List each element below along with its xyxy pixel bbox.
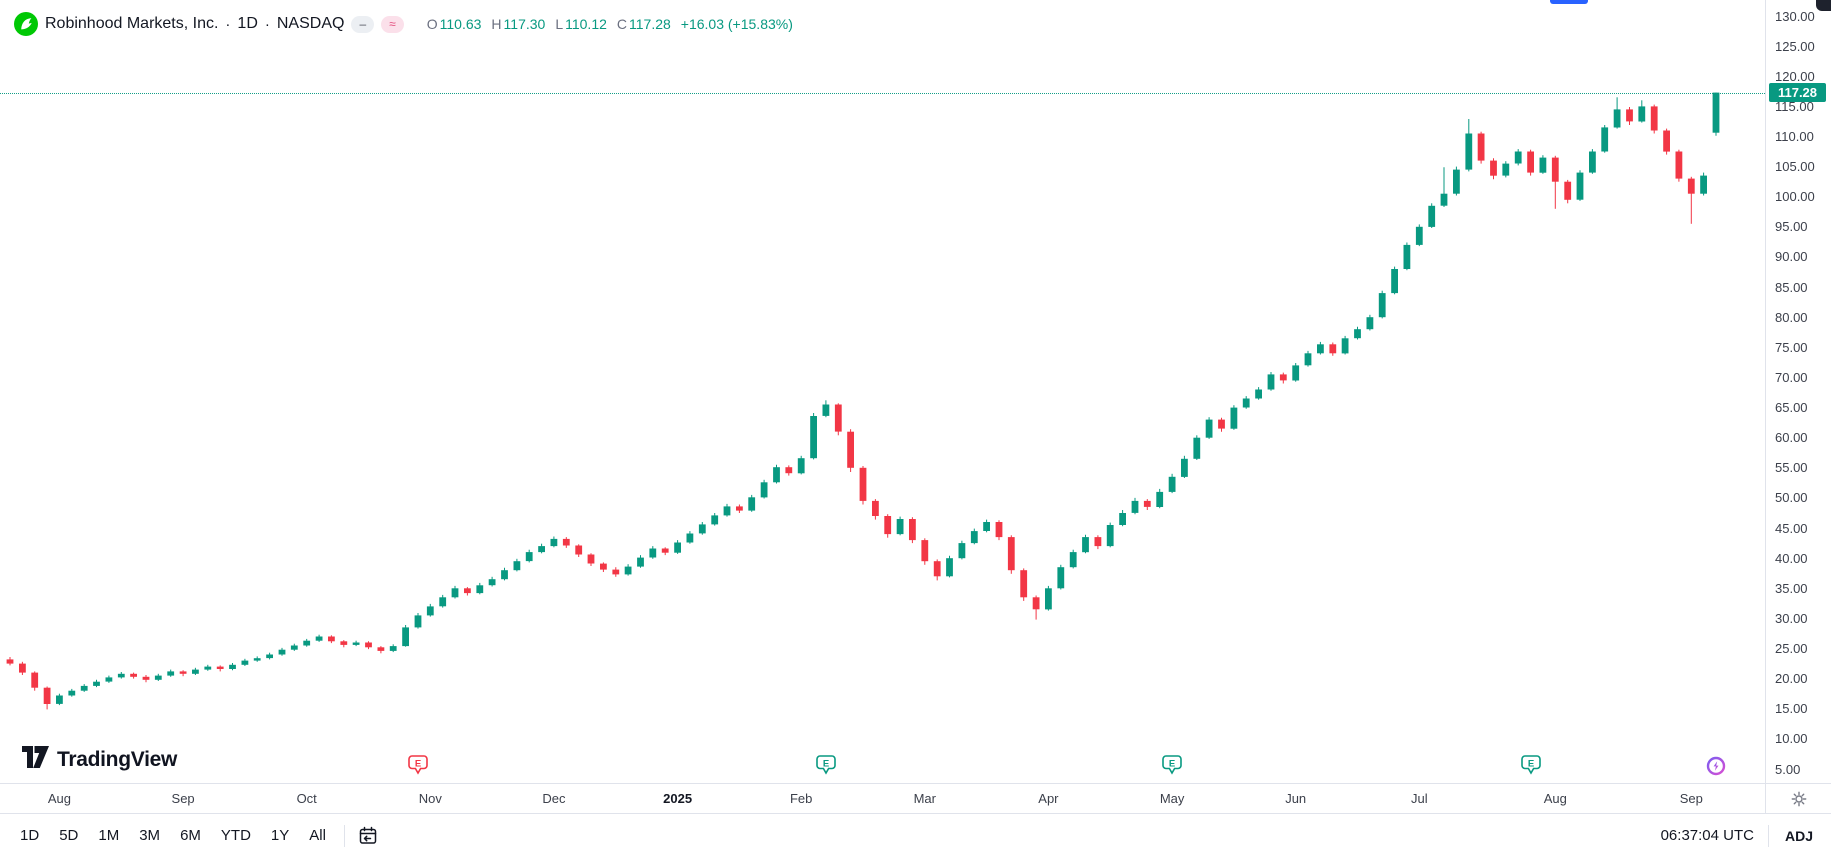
price-axis-label: 90.00 (1775, 249, 1808, 265)
price-axis-label: 70.00 (1775, 369, 1808, 385)
chart-pane[interactable]: Robinhood Markets, Inc. · 1D · NASDAQ – … (0, 0, 1765, 783)
time-axis-label: Sep (1679, 791, 1703, 806)
price-axis-label: 35.00 (1775, 580, 1808, 596)
partial-blue-element (1550, 0, 1588, 4)
events-layer: E E E E (0, 755, 1765, 781)
price-axis-label: 25.00 (1775, 641, 1808, 657)
timeframe-label[interactable]: 1D (237, 15, 258, 32)
time-axis-label: Dec (542, 791, 566, 806)
range-button-1y[interactable]: 1Y (261, 821, 299, 850)
price-axis[interactable]: 117.28 130.00 125.00 120.00 115.00 110.00 105… (1765, 0, 1831, 783)
price-axis-label: 10.00 (1775, 731, 1808, 747)
price-axis-label: 100.00 (1775, 189, 1815, 205)
time-axis-label: Mar (913, 791, 936, 806)
price-axis-label: 30.00 (1775, 610, 1808, 626)
partial-dark-element (1816, 0, 1831, 11)
go-to-date-button[interactable] (353, 821, 383, 851)
range-button-6m[interactable]: 6M (170, 821, 211, 850)
range-button-1m[interactable]: 1M (88, 821, 129, 850)
range-button-all[interactable]: All (299, 821, 336, 850)
change-value: +16.03 (+15.83%) (680, 16, 793, 32)
high-label: H (491, 16, 502, 32)
current-price-line (0, 92, 1765, 94)
toolbar-divider (343, 824, 345, 847)
legend-chip-dash[interactable]: – (351, 15, 375, 33)
time-axis-label: Aug (1543, 791, 1567, 806)
price-axis-label: 55.00 (1775, 460, 1808, 476)
special-event-icon[interactable] (1706, 756, 1726, 781)
low-label: L (555, 16, 564, 32)
price-axis-label: 15.00 (1775, 701, 1808, 717)
symbol-title[interactable]: Robinhood Markets, Inc. (45, 15, 219, 32)
candlestick-chart[interactable] (0, 0, 1765, 783)
tradingview-watermark[interactable]: TradingView (22, 746, 177, 773)
price-axis-label: 5.00 (1775, 761, 1801, 777)
price-axis-label: 105.00 (1775, 159, 1815, 175)
axis-settings-gear-icon[interactable] (1789, 789, 1809, 809)
range-button-1d[interactable]: 1D (10, 821, 49, 850)
separator-dot: · (264, 15, 270, 33)
earnings-badge[interactable]: E (1520, 755, 1541, 781)
tradingview-logo-icon (22, 746, 49, 773)
price-axis-label: 65.00 (1775, 400, 1808, 416)
open-label: O (426, 16, 438, 32)
time-axis[interactable]: Aug Sep Oct Nov Dec 2025 Feb Mar Apr May Jun Jul Aug… (0, 784, 1765, 813)
earnings-badge[interactable]: E (816, 755, 836, 781)
earnings-badge[interactable]: E (1162, 755, 1182, 781)
clock[interactable]: 06:37:04 UTC (1660, 827, 1754, 844)
robinhood-logo-icon (14, 12, 38, 36)
price-axis-label: 80.00 (1775, 309, 1808, 325)
tradingview-watermark-text: TradingView (57, 747, 178, 771)
low-value: 110.12 (565, 16, 607, 32)
open-value: 110.63 (439, 16, 482, 32)
close-label: C (616, 16, 628, 32)
price-axis-label: 120.00 (1775, 68, 1815, 84)
price-axis-label: 130.00 (1775, 8, 1815, 24)
time-axis-label: May (1159, 791, 1185, 806)
svg-text:E: E (415, 758, 421, 769)
time-axis-label: Jul (1410, 791, 1428, 806)
time-axis-label: Oct (296, 791, 317, 806)
chart-row: Robinhood Markets, Inc. · 1D · NASDAQ – … (0, 0, 1831, 783)
time-axis-label: Apr (1038, 791, 1059, 806)
price-axis-label: 45.00 (1775, 520, 1808, 536)
svg-text:E: E (1527, 758, 1533, 769)
time-axis-label: Aug (47, 791, 71, 806)
exchange-label[interactable]: NASDAQ (276, 15, 345, 32)
symbol-legend: Robinhood Markets, Inc. · 1D · NASDAQ – … (14, 12, 793, 36)
price-axis-label: 60.00 (1775, 430, 1808, 446)
time-axis-label: Nov (418, 791, 442, 806)
price-axis-label: 115.00 (1775, 98, 1814, 114)
adj-toggle[interactable]: ADJ (1784, 827, 1813, 844)
price-axis-label: 125.00 (1775, 38, 1815, 54)
price-axis-label: 75.00 (1775, 339, 1808, 355)
last-price-badge: 117.28 (1769, 83, 1826, 103)
separator-dot: · (225, 15, 231, 33)
time-axis-label: Sep (171, 791, 195, 806)
time-axis-label: Jun (1285, 791, 1307, 806)
bottom-toolbar: 1D 5D 1M 3M 6M YTD 1Y All 06:37:04 UTC A… (0, 813, 1831, 857)
ohlc-readout: O 110.63 H 117.30 L 110.12 C 117.28 +16.03 (… (417, 16, 793, 32)
axis-corner (1765, 784, 1831, 813)
price-axis-label: 20.00 (1775, 671, 1808, 687)
price-axis-label: 95.00 (1775, 219, 1808, 235)
time-axis-label: Feb (789, 791, 813, 806)
price-axis-label: 110.00 (1775, 128, 1814, 144)
price-axis-label: 40.00 (1775, 550, 1808, 566)
close-value: 117.28 (629, 16, 671, 32)
range-button-3m[interactable]: 3M (129, 821, 170, 850)
high-value: 117.30 (503, 16, 546, 32)
price-axis-label: 50.00 (1775, 490, 1808, 506)
svg-text:E: E (823, 758, 829, 769)
range-button-ytd[interactable]: YTD (211, 821, 261, 850)
price-axis-label: 85.00 (1775, 279, 1808, 295)
time-axis-row: Aug Sep Oct Nov Dec 2025 Feb Mar Apr May Jun Jul Aug… (0, 783, 1831, 813)
range-button-5d[interactable]: 5D (49, 821, 88, 850)
toolbar-divider (1767, 824, 1769, 847)
time-axis-label: 2025 (663, 791, 693, 806)
legend-chip-approx[interactable]: ≈ (381, 15, 404, 33)
svg-text:E: E (1169, 758, 1175, 769)
earnings-badge[interactable]: E (408, 755, 428, 781)
